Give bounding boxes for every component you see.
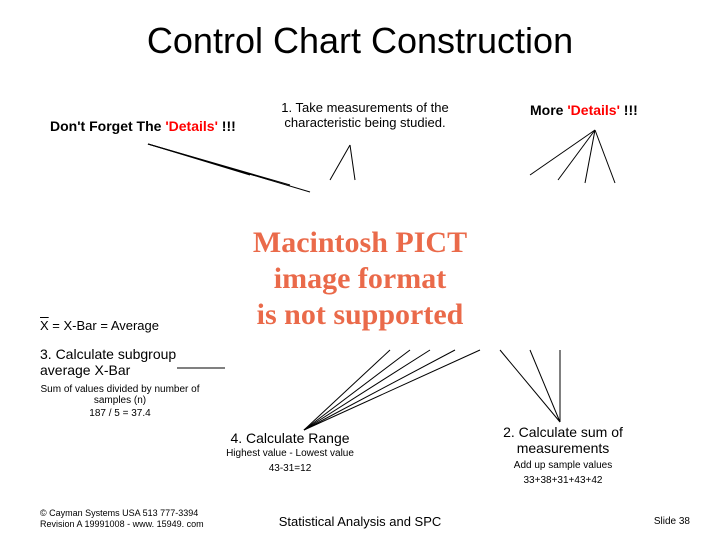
step2-sub2: 33+38+31+43+42 xyxy=(488,475,638,486)
step4-sub1: Highest value - Lowest value xyxy=(190,448,390,459)
page-title: Control Chart Construction xyxy=(0,20,720,62)
xbar-symbol: X xyxy=(40,318,49,333)
footer-left: © Cayman Systems USA 513 777-3394 Revisi… xyxy=(40,508,204,530)
xbar-definition: X = X-Bar = Average xyxy=(40,318,159,333)
pict-line2: image format xyxy=(160,261,560,297)
step4-sub2: 43-31=12 xyxy=(190,463,390,474)
more-details-pre: More xyxy=(530,102,567,118)
step1-label: 1. Take measurements of the characterist… xyxy=(265,100,465,130)
dont-forget-red: 'Details' xyxy=(165,118,218,134)
more-details-red: 'Details' xyxy=(567,102,620,118)
more-details-label: More 'Details' !!! xyxy=(530,102,638,118)
footer-slide-number: Slide 38 xyxy=(654,516,690,527)
pict-placeholder: Macintosh PICT image format is not suppo… xyxy=(160,225,560,333)
step3-sub1: Sum of values divided by number of sampl… xyxy=(30,384,210,406)
footer-center: Statistical Analysis and SPC xyxy=(240,514,480,529)
step4-label: 4. Calculate Range xyxy=(190,430,390,446)
footer-copyright: © Cayman Systems USA 513 777-3394 xyxy=(40,508,204,519)
more-details-post: !!! xyxy=(620,102,638,118)
step2-label: 2. Calculate sum of measurements xyxy=(488,424,638,456)
dont-forget-pre: Don't Forget The xyxy=(50,118,165,134)
pict-line3: is not supported xyxy=(160,297,560,333)
pict-line1: Macintosh PICT xyxy=(160,225,560,261)
footer-revision: Revision A 19991008 - www. 15949. com xyxy=(40,519,204,530)
step3-sub2: 187 / 5 = 37.4 xyxy=(30,408,210,419)
dont-forget-post: !!! xyxy=(218,118,236,134)
slide: Control Chart Construction Don't Forget … xyxy=(0,0,720,540)
xbar-text: = X-Bar = Average xyxy=(49,318,159,333)
step2-sub1: Add up sample values xyxy=(488,460,638,471)
dont-forget-label: Don't Forget The 'Details' !!! xyxy=(50,118,236,134)
step3-label: 3. Calculate subgroup average X-Bar xyxy=(40,346,195,378)
